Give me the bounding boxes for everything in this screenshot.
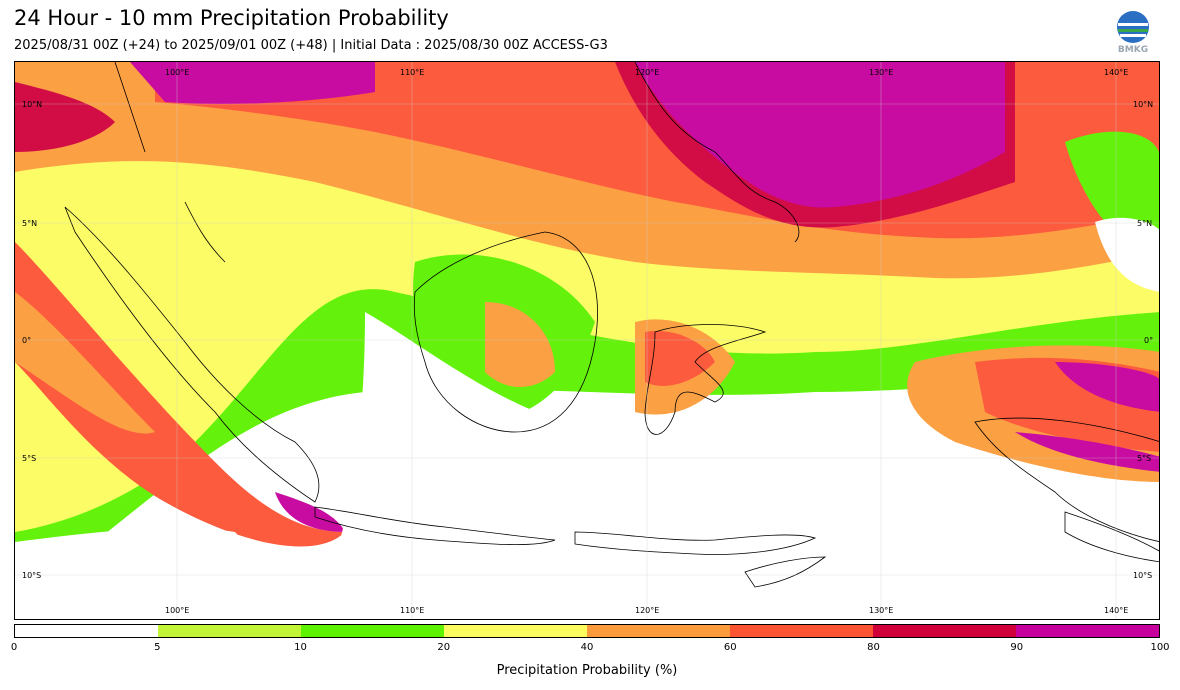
lat-label-left-10s: 10°S	[22, 571, 41, 580]
lon-label-bottom-120: 120°E	[635, 606, 659, 615]
colorbar	[14, 624, 1160, 638]
lon-label-top-130: 130°E	[869, 68, 893, 77]
bmkg-logo: BMKG	[1112, 10, 1154, 56]
colorbar-segment	[15, 625, 158, 637]
indochina-outline	[114, 62, 146, 153]
probability-field	[15, 62, 1159, 619]
gridlines	[15, 62, 1159, 619]
java-outline	[314, 506, 556, 546]
colorbar-segment	[1016, 625, 1159, 637]
colorbar-segment	[158, 625, 301, 637]
colorbar-tick-label: 60	[723, 642, 737, 653]
map-canvas: 100°E 110°E 120°E 130°E 140°E 100°E 110°…	[15, 62, 1159, 619]
lon-label-top-100: 100°E	[165, 68, 189, 77]
lat-label-left-5n: 5°N	[22, 219, 37, 228]
lon-label-top-110: 110°E	[400, 68, 424, 77]
lat-label-right-10s: 10°S	[1133, 571, 1152, 580]
precipitation-map: 100°E 110°E 120°E 130°E 140°E 100°E 110°…	[14, 61, 1160, 620]
lat-label-right-10n: 10°N	[1133, 100, 1153, 109]
lat-label-right-0: 0°	[1144, 336, 1153, 345]
malaysia-outline	[184, 201, 226, 263]
lat-label-left-5s: 5°S	[22, 454, 36, 463]
colorbar-tick-label: 10	[294, 642, 307, 653]
colorbar-segment	[301, 625, 444, 637]
colorbar-segment	[444, 625, 587, 637]
lat-label-right-5s: 5°S	[1137, 454, 1151, 463]
colorbar-segment	[587, 625, 730, 637]
colorbar-tick-label: 40	[580, 642, 594, 653]
lon-label-bottom-140: 140°E	[1104, 606, 1128, 615]
colorbar-tick-label: 90	[1010, 642, 1024, 653]
lon-label-bottom-110: 110°E	[400, 606, 424, 615]
colorbar-tick-label: 20	[437, 642, 451, 653]
borneo-outline	[413, 231, 598, 433]
timor-outline	[744, 556, 827, 588]
colorbar-tick-label: 80	[867, 642, 880, 653]
papua-outline	[974, 417, 1159, 542]
chart-title: 24 Hour - 10 mm Precipitation Probabilit…	[14, 6, 449, 30]
sumatra-outline	[64, 206, 320, 503]
lon-label-bottom-130: 130°E	[869, 606, 893, 615]
lat-label-left-10n: 10°N	[22, 100, 42, 109]
sulawesi-outline	[644, 324, 767, 435]
logo-text: BMKG	[1118, 45, 1148, 55]
lon-label-top-140: 140°E	[1104, 68, 1128, 77]
philippines-outline	[634, 62, 800, 243]
lat-label-right-5n: 5°N	[1137, 219, 1152, 228]
colorbar-segment	[730, 625, 873, 637]
nusa-tenggara-outline	[574, 531, 817, 555]
colorbar-label: Precipitation Probability (%)	[496, 663, 678, 678]
lon-label-bottom-100: 100°E	[165, 606, 189, 615]
chart-subtitle: 2025/08/31 00Z (+24) to 2025/09/01 00Z (…	[14, 38, 608, 53]
colorbar-tick-label: 0	[10, 642, 18, 653]
lat-label-left-0: 0°	[22, 336, 31, 345]
lon-label-top-120: 120°E	[635, 68, 659, 77]
papua-south-outline	[1064, 511, 1159, 563]
coastlines	[64, 62, 1159, 588]
colorbar-tick-label: 100	[1150, 642, 1170, 653]
colorbar-tick-label: 5	[154, 642, 161, 653]
colorbar-ticks: 0 5 10 20 40 60 80 90 100	[10, 642, 1170, 656]
colorbar-segment	[873, 625, 1016, 637]
